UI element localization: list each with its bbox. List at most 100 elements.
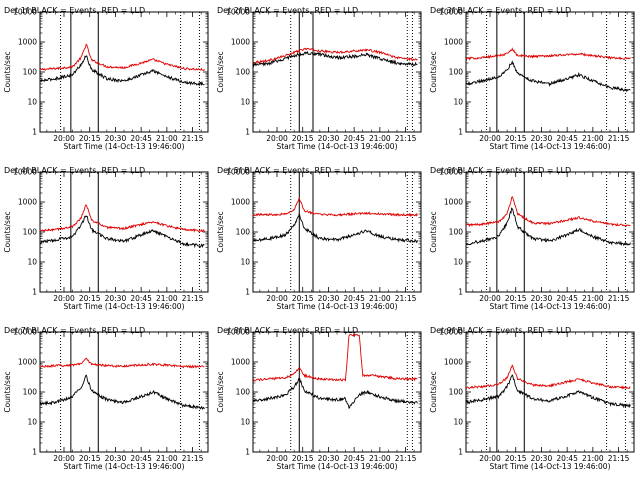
x-tick-label: 20:45 <box>343 134 365 143</box>
series-lld-line <box>465 195 631 228</box>
series-events-line <box>465 60 631 93</box>
y-tick-label: 100 <box>23 228 38 237</box>
x-tick-label: 20:00 <box>266 454 288 463</box>
x-tick-label: 20:15 <box>292 454 314 463</box>
x-tick-label: 20:45 <box>556 294 578 303</box>
x-tick-label: 20:00 <box>479 134 501 143</box>
y-tick-label: 1000 <box>231 38 250 47</box>
y-axis-label: Counts/sec <box>429 51 438 92</box>
x-tick-label: 20:30 <box>531 134 553 143</box>
y-tick-label: 10000 <box>439 8 463 17</box>
x-axis-label: Start Time (14-Oct-13 19:46:00) <box>489 462 610 471</box>
series-lld-line <box>465 47 631 61</box>
y-tick-label: 1000 <box>231 358 250 367</box>
x-axis-label: Start Time (14-Oct-13 19:46:00) <box>63 302 184 311</box>
plot-frame <box>39 331 209 453</box>
x-tick-label: 21:00 <box>156 294 178 303</box>
series-lld-line <box>465 364 631 390</box>
series-events-line <box>252 50 418 68</box>
y-tick-label: 100 <box>23 388 38 397</box>
x-tick-label: 20:30 <box>531 454 553 463</box>
series-events-line <box>39 215 205 249</box>
x-tick-label: 20:15 <box>79 454 101 463</box>
x-tick-label: 20:00 <box>53 294 75 303</box>
series-lld-line <box>252 197 418 218</box>
panel-title: Det 2f BLACK = Events, RED = LLD <box>217 6 358 15</box>
x-tick-label: 21:15 <box>182 294 204 303</box>
x-tick-label: 21:00 <box>156 454 178 463</box>
series-lld-line <box>252 333 418 382</box>
x-axis-label: Start Time (14-Oct-13 19:46:00) <box>63 462 184 471</box>
series-events-line <box>465 207 631 247</box>
y-tick-label: 100 <box>236 388 251 397</box>
y-tick-label: 100 <box>236 228 251 237</box>
y-tick-label: 100 <box>449 68 464 77</box>
series-lld-line <box>40 204 205 233</box>
x-tick-label: 21:15 <box>608 294 630 303</box>
y-tick-label: 10 <box>27 418 37 427</box>
x-tick-label: 21:00 <box>369 134 391 143</box>
x-tick-label: 21:15 <box>608 134 630 143</box>
y-tick-label: 10000 <box>439 328 463 337</box>
series-events-line <box>252 213 418 244</box>
y-tick-label: 10 <box>240 418 250 427</box>
x-tick-label: 20:15 <box>79 134 101 143</box>
y-tick-label: 1 <box>458 448 463 457</box>
y-tick-label: 10 <box>240 98 250 107</box>
y-axis-label: Counts/sec <box>429 211 438 252</box>
plot-frame <box>39 11 209 133</box>
plot-frame <box>39 171 209 293</box>
plot-frame <box>465 171 635 293</box>
x-tick-label: 21:00 <box>369 294 391 303</box>
y-tick-label: 1000 <box>444 198 463 207</box>
x-tick-label: 20:45 <box>556 134 578 143</box>
x-tick-label: 20:45 <box>130 134 152 143</box>
x-tick-label: 20:15 <box>505 454 527 463</box>
y-tick-label: 1000 <box>444 358 463 367</box>
x-tick-label: 21:00 <box>156 134 178 143</box>
y-tick-label: 1 <box>458 128 463 137</box>
y-tick-label: 1 <box>245 448 250 457</box>
x-tick-label: 20:45 <box>343 454 365 463</box>
panel-title: Det 1f BLACK = Events, RED = LLD <box>4 6 145 15</box>
x-tick-label: 21:00 <box>582 134 604 143</box>
y-axis-label: Counts/sec <box>3 51 12 92</box>
y-tick-label: 10000 <box>439 168 463 177</box>
panel-6: Det 6f BLACK = Events, RED = LLD 1 10 100 10… <box>429 166 635 311</box>
x-tick-label: 20:15 <box>505 294 527 303</box>
x-tick-label: 20:30 <box>105 454 127 463</box>
x-tick-label: 21:15 <box>395 294 417 303</box>
y-tick-label: 10000 <box>13 8 37 17</box>
series-lld-line <box>252 47 418 64</box>
y-tick-label: 1000 <box>231 198 250 207</box>
plot-frame <box>252 11 422 133</box>
y-tick-label: 1 <box>245 288 250 297</box>
panel-title: Det 3f BLACK = Events, RED = LLD <box>430 6 571 15</box>
x-tick-label: 20:00 <box>266 134 288 143</box>
y-tick-label: 100 <box>236 68 251 77</box>
panel-7: Det 7f BLACK = Events, RED = LLD 1 10 100 10… <box>3 326 209 471</box>
panel-title: Det 6f BLACK = Events, RED = LLD <box>430 166 571 175</box>
plot-frame <box>252 331 422 453</box>
panel-5: Det 5f BLACK = Events, RED = LLD 1 10 100 10… <box>216 166 422 311</box>
y-tick-label: 10000 <box>226 8 250 17</box>
x-tick-label: 21:00 <box>582 294 604 303</box>
x-axis-label: Start Time (14-Oct-13 19:46:00) <box>489 302 610 311</box>
x-tick-label: 20:00 <box>53 454 75 463</box>
y-tick-label: 10 <box>453 98 463 107</box>
y-tick-label: 10 <box>453 258 463 267</box>
x-tick-label: 21:00 <box>369 454 391 463</box>
x-tick-label: 20:30 <box>105 294 127 303</box>
y-tick-label: 1 <box>32 128 37 137</box>
x-tick-label: 20:30 <box>318 454 340 463</box>
x-tick-label: 20:30 <box>318 294 340 303</box>
panel-title: Det 7f BLACK = Events, RED = LLD <box>4 326 145 335</box>
y-tick-label: 10000 <box>226 328 250 337</box>
y-axis-label: Counts/sec <box>216 371 225 412</box>
plot-frame <box>465 11 635 133</box>
series-events-line <box>39 374 205 411</box>
y-tick-label: 10 <box>240 258 250 267</box>
panel-title: Det 4f BLACK = Events, RED = LLD <box>4 166 145 175</box>
y-axis-label: Counts/sec <box>216 211 225 252</box>
